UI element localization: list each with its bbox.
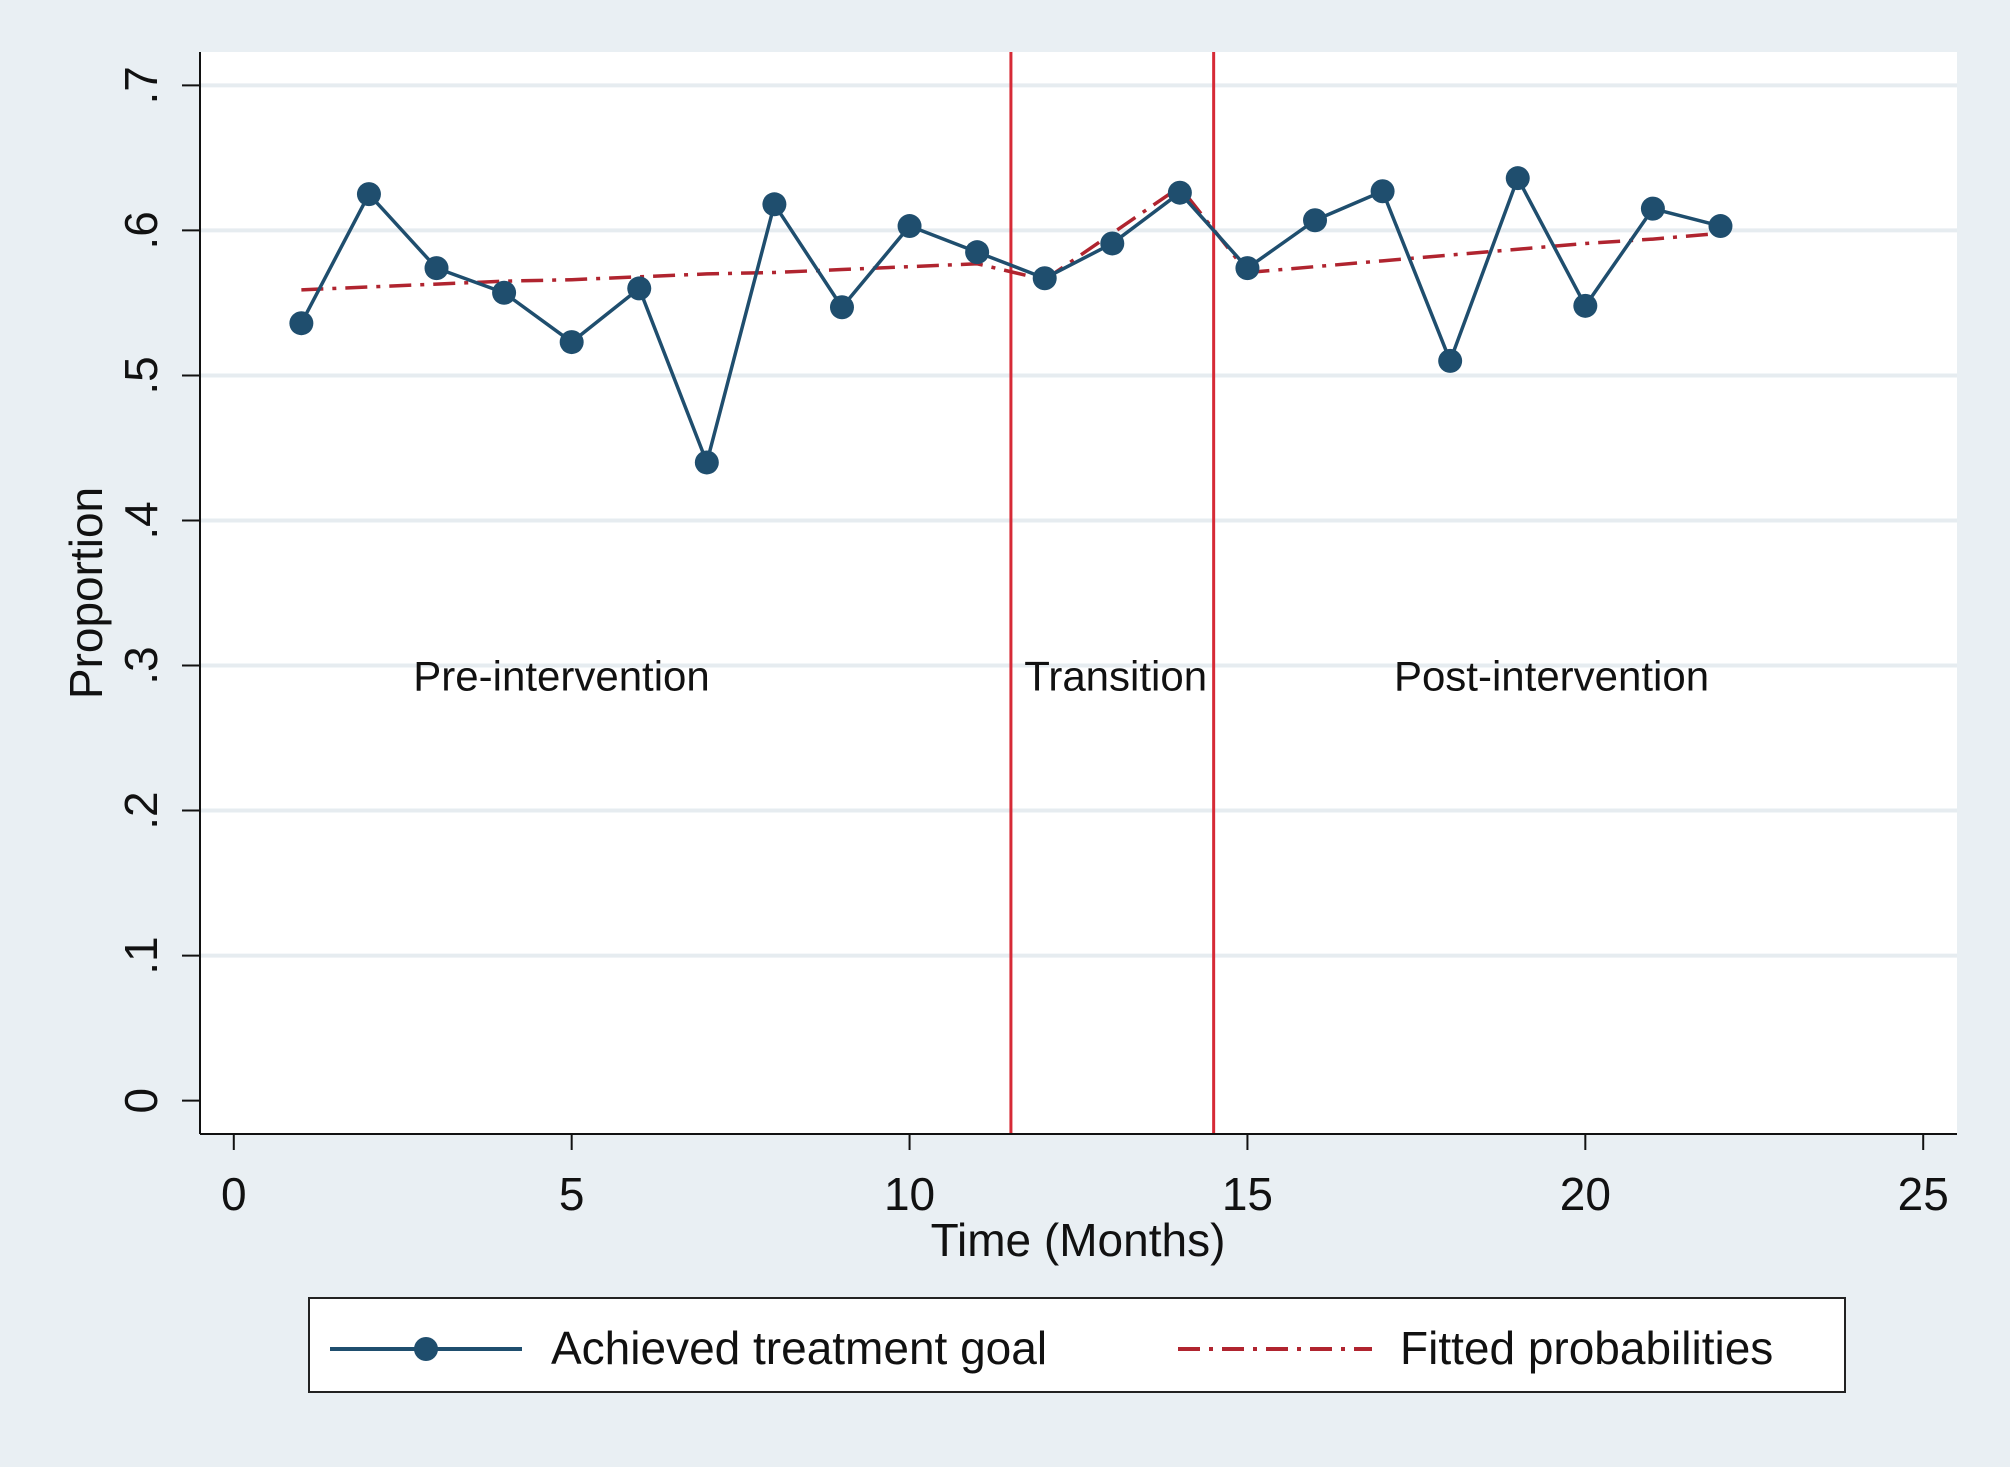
x-tick-label-1: 5 <box>559 1168 585 1220</box>
y-tick-label-6: .6 <box>115 211 167 249</box>
data-point-21 <box>1640 196 1665 221</box>
x-tick-label-5: 25 <box>1898 1168 1949 1220</box>
legend: Achieved treatment goal Fitted probabili… <box>308 1297 1846 1393</box>
data-point-6 <box>627 276 652 301</box>
data-point-9 <box>829 295 854 320</box>
x-tick-label-3: 15 <box>1222 1168 1273 1220</box>
legend-box <box>308 1297 1846 1393</box>
data-point-10 <box>897 214 922 239</box>
annotation-1: Transition <box>1024 653 1207 700</box>
fitted-series <box>301 185 1721 292</box>
y-axis-label: Proportion <box>60 487 112 699</box>
x-tick-label-4: 20 <box>1560 1168 1611 1220</box>
y-tick-label-7: .7 <box>115 66 167 104</box>
x-axis-label: Time (Months) <box>931 1214 1226 1266</box>
legend-label-achieved: Achieved treatment goal <box>551 1322 1047 1374</box>
y-tick-label-3: .3 <box>115 646 167 684</box>
data-point-18 <box>1438 348 1463 373</box>
observed-series <box>289 166 1733 475</box>
annotation-2: Post-intervention <box>1394 653 1709 700</box>
x-tick-label-0: 0 <box>221 1168 247 1220</box>
data-point-17 <box>1370 179 1395 204</box>
data-point-20 <box>1573 293 1598 318</box>
y-tick-label-0: 0 <box>115 1088 167 1114</box>
data-point-2 <box>356 182 381 207</box>
legend-item-fitted: Fitted probabilities <box>1178 1322 1773 1374</box>
data-point-16 <box>1303 208 1328 233</box>
fitted-line-segment-2 <box>1247 231 1721 275</box>
data-point-14 <box>1167 180 1192 205</box>
fitted-line-segment-0 <box>301 262 1046 292</box>
data-point-15 <box>1235 256 1260 281</box>
data-point-7 <box>694 450 719 475</box>
y-tick-label-5: .5 <box>115 356 167 394</box>
observed-line <box>299 176 1721 465</box>
legend-label-fitted: Fitted probabilities <box>1400 1322 1773 1374</box>
legend-item-achieved: Achieved treatment goal <box>330 1322 1047 1374</box>
annotation-0: Pre-intervention <box>413 653 709 700</box>
data-point-5 <box>559 330 584 355</box>
plot-area <box>200 52 1957 1134</box>
data-point-11 <box>965 240 990 265</box>
y-tick-label-2: .2 <box>115 791 167 829</box>
data-point-22 <box>1708 214 1733 239</box>
annotations: Pre-intervention Transition Post-intervent… <box>413 653 1709 700</box>
legend-swatch-achieved-marker <box>414 1337 438 1361</box>
y-tick-label-4: .4 <box>115 501 167 539</box>
data-point-4 <box>492 280 517 305</box>
data-point-8 <box>762 192 787 217</box>
data-point-19 <box>1505 166 1530 191</box>
fitted-line-segment-1 <box>1043 185 1249 282</box>
data-point-3 <box>424 256 449 281</box>
data-point-12 <box>1032 266 1057 291</box>
grid-lines <box>200 83 1957 958</box>
y-tick-label-1: .1 <box>115 936 167 974</box>
axes: 0 .1 .2 .3 .4 .5 .6 .7 0 5 10 15 20 25 <box>115 52 1957 1220</box>
x-tick-label-2: 10 <box>884 1168 935 1220</box>
data-point-1 <box>289 311 314 336</box>
data-point-13 <box>1100 231 1125 256</box>
